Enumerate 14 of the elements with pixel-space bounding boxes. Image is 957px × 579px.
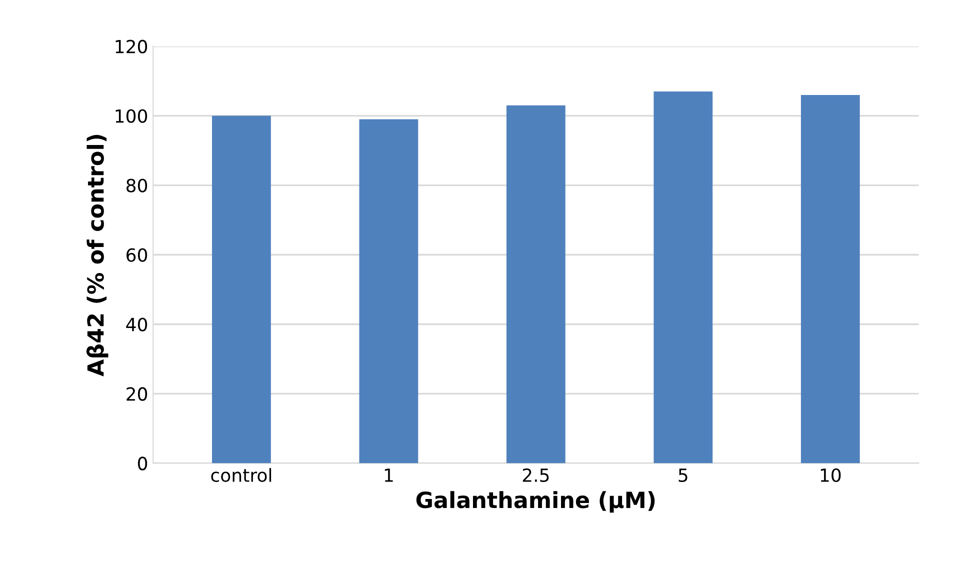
y-tick-label: 20: [126, 387, 148, 401]
y-tick-label: 120: [116, 40, 148, 54]
x-tick-label: 10: [820, 468, 841, 482]
y-axis-title: Aβ42 (% of control): [86, 134, 108, 376]
x-tick-label: 5: [678, 468, 688, 482]
y-tick-label: 0: [138, 456, 148, 470]
y-tick-label: 40: [126, 318, 148, 332]
y-tick-label: 60: [126, 248, 148, 262]
x-tick-label: 1: [384, 468, 393, 482]
x-tick-label: control: [211, 468, 272, 482]
y-tick-label: 80: [126, 178, 148, 192]
y-tick-label: 100: [116, 109, 148, 123]
x-axis-title: Galanthamine (µM): [416, 491, 655, 513]
x-tick-label: 2.5: [522, 468, 549, 482]
